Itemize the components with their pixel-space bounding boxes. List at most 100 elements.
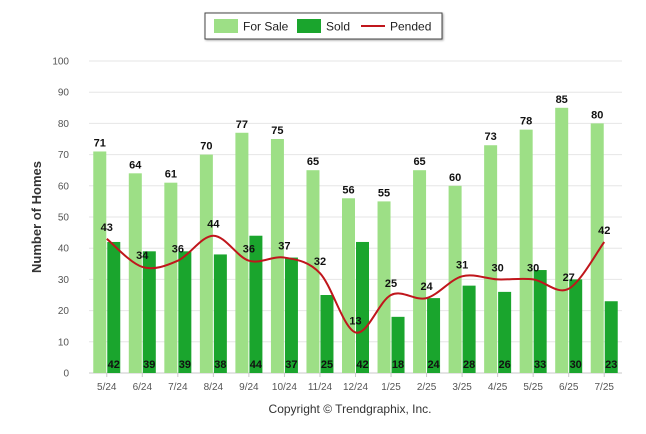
for-sale-bar [128, 173, 142, 373]
y-tick-label: 30 [58, 275, 70, 286]
sold-bar [178, 251, 192, 373]
x-tick-label: 12/24 [343, 382, 368, 393]
sold-value-label: 18 [392, 359, 404, 371]
x-tick-label: 7/24 [168, 382, 188, 393]
x-tick-label: 5/24 [97, 382, 117, 393]
for-sale-bar [306, 170, 320, 373]
pended-value-label: 44 [207, 219, 220, 231]
x-tick-label: 10/24 [272, 382, 297, 393]
x-tick-label: 2/25 [417, 382, 437, 393]
sold-bar [320, 295, 334, 373]
y-tick-label: 50 [58, 213, 70, 224]
sold-bar [533, 270, 547, 373]
x-tick-label: 8/24 [204, 382, 224, 393]
sold-bar [107, 241, 121, 373]
x-tick-label: 1/25 [381, 382, 401, 393]
legend-for-sale-swatch [214, 19, 238, 33]
for-sale-value-label: 75 [271, 125, 283, 137]
y-tick-label: 10 [58, 337, 70, 348]
for-sale-bar [484, 145, 498, 373]
sold-bar [498, 291, 512, 373]
for-sale-bar [199, 154, 213, 373]
for-sale-bar [413, 170, 427, 373]
sold-value-label: 39 [179, 359, 191, 371]
pended-line [106, 234, 606, 334]
pended-value-label: 24 [420, 281, 433, 293]
for-sale-value-label: 71 [94, 137, 106, 149]
sold-value-label: 38 [214, 359, 226, 371]
for-sale-value-label: 61 [165, 169, 177, 181]
for-sale-value-label: 78 [520, 116, 532, 128]
x-tick-label: 7/25 [594, 382, 614, 393]
x-tick-label: 6/25 [559, 382, 579, 393]
y-tick-label: 40 [58, 244, 70, 255]
sold-value-label: 24 [427, 359, 440, 371]
sold-value-label: 30 [570, 359, 582, 371]
for-sale-value-label: 60 [449, 172, 461, 184]
pended-value-label: 36 [243, 244, 255, 256]
sold-value-label: 26 [499, 359, 511, 371]
grid-lines [89, 60, 622, 374]
sold-value-label: 39 [143, 359, 155, 371]
legend-pended-label: Pended [390, 20, 431, 34]
for-sale-bar [555, 107, 569, 374]
sold-value-label: 42 [356, 359, 368, 371]
sold-value-label: 44 [250, 359, 263, 371]
for-sale-value-label: 65 [413, 156, 425, 168]
y-tick-label: 90 [58, 88, 70, 99]
x-tick-label: 9/24 [239, 382, 259, 393]
pended-value-label: 25 [385, 278, 397, 290]
for-sale-value-label: 56 [342, 184, 354, 196]
legend-for-sale-label: For Sale [243, 20, 289, 34]
x-tick-label: 4/25 [488, 382, 508, 393]
pended-value-label: 37 [278, 241, 290, 253]
for-sale-bar [270, 139, 284, 373]
x-tick-label: 3/25 [452, 382, 472, 393]
for-sale-value-label: 55 [378, 187, 390, 199]
for-sale-bar [519, 129, 533, 373]
sold-bar [249, 235, 263, 373]
sold-bar [462, 285, 476, 373]
bars [93, 107, 618, 374]
pended-line-layer [106, 234, 606, 334]
pended-value-label: 27 [563, 272, 575, 284]
sold-bar [427, 298, 441, 373]
sold-value-label: 37 [285, 359, 297, 371]
legend-box [204, 12, 443, 40]
copyright-text: Copyright © Trendgraphix, Inc. [269, 402, 432, 416]
for-sale-bar [590, 123, 604, 374]
sold-bar [604, 301, 618, 373]
x-tick-label: 11/24 [308, 382, 333, 393]
y-tick-label: 20 [58, 306, 70, 317]
y-tick-label: 80 [58, 119, 70, 130]
for-sale-value-label: 77 [236, 119, 248, 131]
for-sale-value-label: 73 [485, 131, 497, 143]
sold-bar [213, 254, 227, 373]
y-tick-label: 60 [58, 181, 70, 192]
legend-sold-label: Sold [326, 20, 350, 34]
legend-sold-swatch [297, 19, 321, 33]
for-sale-bar [93, 151, 107, 373]
for-sale-value-label: 85 [556, 94, 568, 106]
pended-value-label: 34 [136, 250, 149, 262]
for-sale-bar [377, 201, 391, 373]
sold-bar [391, 316, 405, 373]
pended-value-label: 31 [456, 259, 468, 271]
sold-value-label: 42 [108, 359, 120, 371]
pended-value-label: 32 [314, 256, 326, 268]
y-tick-label: 100 [52, 57, 69, 68]
for-sale-value-label: 64 [129, 159, 142, 171]
legend: For Sale Sold Pended [204, 12, 443, 40]
pended-value-label: 43 [101, 222, 113, 234]
for-sale-value-label: 80 [591, 109, 603, 121]
for-sale-value-label: 70 [200, 141, 212, 153]
for-sale-value-label: 65 [307, 156, 319, 168]
pended-value-label: 30 [492, 262, 504, 274]
for-sale-bar [164, 182, 178, 373]
sold-bar [356, 241, 369, 373]
pended-value-label: 42 [598, 225, 610, 237]
y-tick-label: 0 [63, 369, 69, 380]
axes: 0 10 20 30 40 50 60 70 80 90 100 5/24 6/24 7/24 8/24 9/… [52, 57, 622, 393]
